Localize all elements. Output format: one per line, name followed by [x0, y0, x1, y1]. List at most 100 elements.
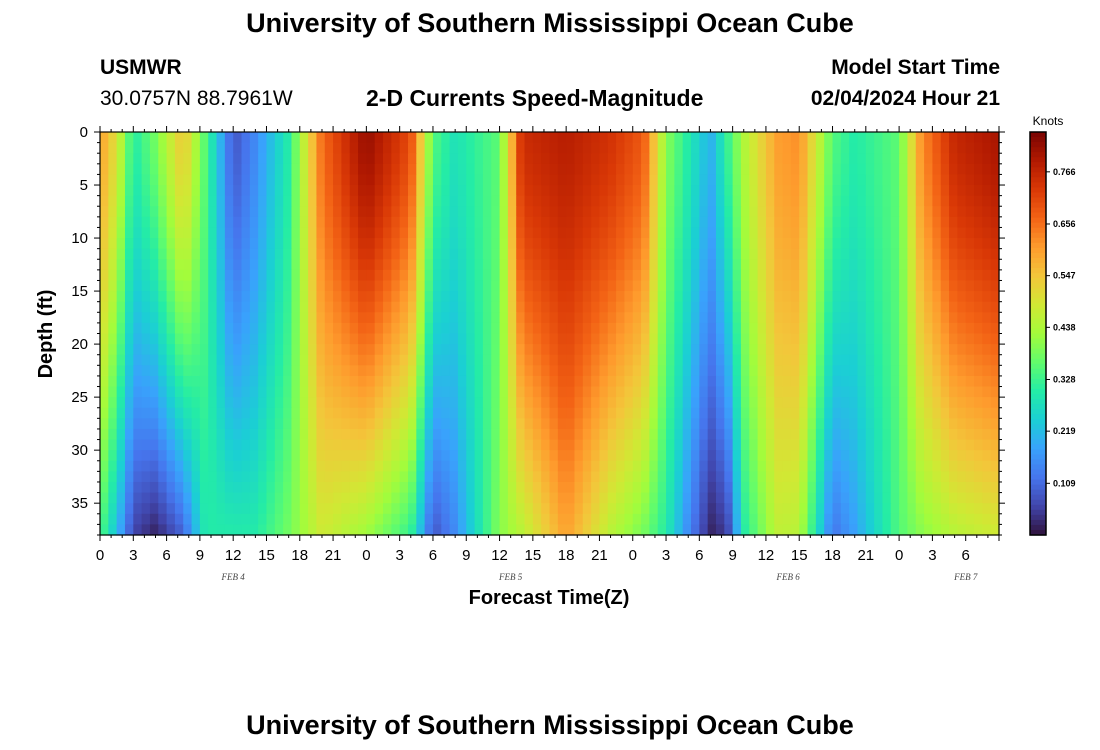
heatmap-cell	[924, 163, 933, 176]
heatmap-cell	[174, 259, 184, 271]
heatmap-cell	[982, 460, 992, 472]
heatmap-cell	[849, 132, 859, 144]
heatmap-cell	[208, 195, 218, 207]
heatmap-cell	[491, 322, 501, 335]
heatmap-cell	[549, 259, 559, 271]
heatmap-cell	[824, 269, 834, 282]
heatmap-cell	[474, 216, 484, 229]
heatmap-cell	[266, 227, 276, 239]
heatmap-cell	[965, 524, 975, 536]
heatmap-cell	[691, 365, 700, 377]
heatmap-cell	[424, 503, 434, 515]
heatmap-cell	[258, 195, 268, 207]
heatmap-cell	[832, 195, 842, 207]
heatmap-cell	[940, 227, 950, 239]
heatmap-cell	[341, 375, 351, 388]
heatmap-cell	[491, 238, 501, 250]
heatmap-cell	[166, 153, 176, 165]
heatmap-cell	[624, 354, 634, 366]
heatmap-cell	[799, 460, 809, 472]
heatmap-cell	[108, 238, 118, 250]
heatmap-cell	[541, 174, 551, 186]
heatmap-cell	[491, 418, 501, 430]
heatmap-cell	[532, 471, 542, 483]
heatmap-cell	[183, 280, 193, 292]
heatmap-cell	[383, 153, 392, 165]
heatmap-cell	[283, 269, 293, 282]
heatmap-cell	[890, 216, 900, 229]
heatmap-cell	[324, 439, 334, 451]
heatmap-cell	[757, 227, 767, 239]
heatmap-cell	[383, 460, 392, 472]
heatmap-cell	[516, 185, 526, 197]
heatmap-cell	[507, 344, 517, 356]
heatmap-cell	[782, 206, 792, 218]
heatmap-cell	[432, 174, 442, 186]
heatmap-cell	[333, 269, 342, 282]
heatmap-cell	[532, 259, 542, 271]
heatmap-cell	[840, 132, 850, 144]
heatmap-cell	[649, 238, 659, 250]
heatmap-cell	[249, 163, 259, 176]
heatmap-cell	[691, 344, 700, 356]
heatmap-cell	[949, 248, 958, 260]
heatmap-cell	[849, 322, 859, 335]
heatmap-cell	[108, 503, 118, 515]
heatmap-cell	[249, 386, 259, 398]
heatmap-cell	[199, 407, 209, 419]
heatmap-cell	[491, 407, 501, 419]
heatmap-cell	[383, 132, 392, 144]
heatmap-cell	[441, 524, 451, 536]
heatmap-cell	[399, 407, 409, 419]
heatmap-cell	[790, 354, 800, 366]
heatmap-cell	[616, 481, 626, 494]
heatmap-cell	[391, 227, 401, 239]
heatmap-cell	[416, 354, 426, 366]
heatmap-cell	[607, 460, 617, 472]
heatmap-cell	[682, 259, 692, 271]
heatmap-cell	[666, 322, 675, 335]
heatmap-cell	[149, 280, 159, 292]
heatmap-cell	[691, 206, 700, 218]
heatmap-cell	[874, 386, 884, 398]
heatmap-cell	[732, 163, 742, 176]
heatmap-cell	[949, 365, 958, 377]
heatmap-cell	[100, 206, 109, 218]
heatmap-cell	[957, 142, 967, 154]
heatmap-cell	[141, 291, 151, 303]
heatmap-cell	[224, 322, 234, 335]
heatmap-cell	[124, 163, 134, 176]
heatmap-cell	[516, 407, 526, 419]
heatmap-cell	[108, 322, 118, 335]
heatmap-cell	[108, 301, 118, 313]
heatmap-cell	[141, 185, 151, 197]
heatmap-cell	[324, 365, 334, 377]
heatmap-cell	[233, 450, 243, 462]
heatmap-cell	[149, 185, 159, 197]
heatmap-cell	[707, 344, 717, 356]
heatmap-cell	[724, 216, 734, 229]
heatmap-cell	[366, 481, 376, 494]
heatmap-cell	[291, 312, 301, 324]
heatmap-cell	[283, 354, 293, 366]
heatmap-cell	[432, 216, 442, 229]
heatmap-cell	[857, 344, 867, 356]
heatmap-cell	[657, 312, 667, 324]
heatmap-cell	[774, 216, 784, 229]
heatmap-cell	[291, 238, 301, 250]
heatmap-cell	[499, 397, 509, 409]
heatmap-cell	[474, 492, 484, 504]
heatmap-cell	[358, 407, 367, 419]
heatmap-cell	[932, 238, 942, 250]
heatmap-cell	[449, 185, 459, 197]
heatmap-cell	[574, 248, 584, 260]
heatmap-cell	[849, 206, 859, 218]
heatmap-cell	[907, 153, 917, 165]
heatmap-cell	[774, 322, 784, 335]
heatmap-cell	[133, 375, 143, 388]
heatmap-cell	[457, 524, 467, 536]
colorbar-swatch	[1030, 383, 1046, 390]
heatmap-cell	[341, 291, 351, 303]
heatmap-cell	[624, 216, 634, 229]
heatmap-cell	[557, 450, 567, 462]
